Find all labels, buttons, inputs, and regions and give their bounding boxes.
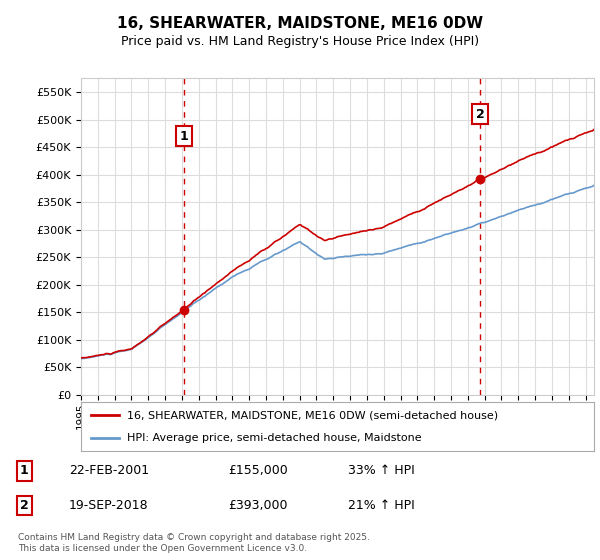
Text: 16, SHEARWATER, MAIDSTONE, ME16 0DW (semi-detached house): 16, SHEARWATER, MAIDSTONE, ME16 0DW (sem… xyxy=(127,410,498,421)
Text: 21% ↑ HPI: 21% ↑ HPI xyxy=(348,498,415,512)
Text: 2: 2 xyxy=(20,498,28,512)
Text: Price paid vs. HM Land Registry's House Price Index (HPI): Price paid vs. HM Land Registry's House … xyxy=(121,35,479,48)
Text: HPI: Average price, semi-detached house, Maidstone: HPI: Average price, semi-detached house,… xyxy=(127,433,422,444)
Text: 2: 2 xyxy=(476,108,484,120)
Text: 1: 1 xyxy=(20,464,28,478)
Text: 19-SEP-2018: 19-SEP-2018 xyxy=(69,498,149,512)
Text: £393,000: £393,000 xyxy=(228,498,287,512)
Text: 1: 1 xyxy=(180,130,188,143)
Text: 22-FEB-2001: 22-FEB-2001 xyxy=(69,464,149,478)
Text: 16, SHEARWATER, MAIDSTONE, ME16 0DW: 16, SHEARWATER, MAIDSTONE, ME16 0DW xyxy=(117,16,483,31)
Text: £155,000: £155,000 xyxy=(228,464,288,478)
Text: Contains HM Land Registry data © Crown copyright and database right 2025.
This d: Contains HM Land Registry data © Crown c… xyxy=(18,533,370,553)
Text: 33% ↑ HPI: 33% ↑ HPI xyxy=(348,464,415,478)
